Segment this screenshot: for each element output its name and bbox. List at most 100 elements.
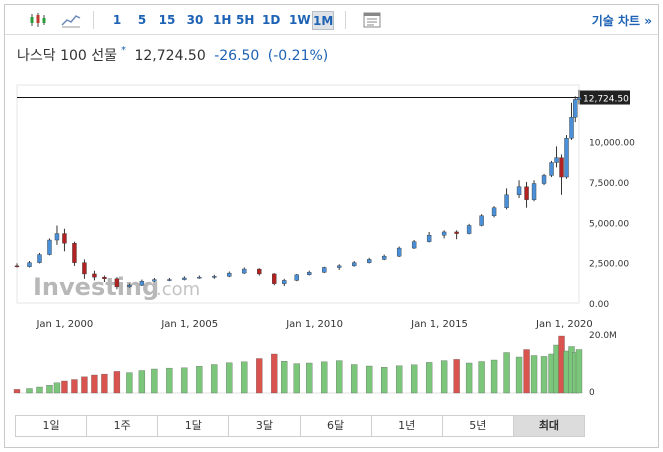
volume-bar: [478, 361, 485, 394]
period-button-5[interactable]: 1년: [371, 416, 443, 436]
candle-body: [576, 97, 582, 100]
volume-bar: [453, 359, 460, 394]
volume-bar: [91, 374, 98, 394]
chart-widget: 1 5 15 30 1H 5H 1D 1W 1M 기술 차트 » 나스닥 100 선물 * 12,…: [4, 4, 659, 448]
timeframe-1d[interactable]: 1D: [262, 13, 281, 27]
candle-body: [549, 162, 554, 176]
candle-body: [307, 272, 312, 275]
candle-body: [72, 243, 77, 263]
candle-body: [411, 241, 417, 249]
investing-watermark-suffix: .com: [156, 279, 200, 300]
candle-body: [466, 225, 472, 234]
timeframe-1[interactable]: 1: [112, 13, 122, 27]
volume-bar: [523, 349, 530, 394]
x-tick-label: Jan 1, 2000: [35, 319, 93, 330]
candlestick-icon[interactable]: [29, 12, 47, 28]
candle-body: [337, 265, 342, 268]
line-chart-icon[interactable]: [61, 12, 81, 28]
candle-body: [127, 285, 132, 288]
price-pane: [16, 84, 580, 304]
timeframe-15[interactable]: 15: [158, 13, 176, 27]
volume-bar: [166, 367, 173, 394]
x-tick-label: Jan 1, 2020: [535, 319, 593, 330]
chart-toolbar: 1 5 15 30 1H 5H 1D 1W 1M 기술 차트 »: [5, 5, 658, 35]
candle-body: [381, 255, 387, 260]
candle-body: [272, 273, 277, 284]
price-change: -26.50: [214, 48, 260, 64]
candle-body: [454, 231, 459, 234]
timeframe-1h[interactable]: 1H: [213, 13, 232, 27]
timeframe-5h[interactable]: 5H: [236, 13, 255, 27]
candle-body: [426, 234, 432, 242]
volume-bar: [211, 364, 218, 394]
volume-bar: [530, 355, 538, 394]
x-tick-label: Jan 1, 2015: [410, 319, 468, 330]
candle-body: [212, 276, 217, 278]
volume-bar: [321, 361, 328, 394]
candle-body: [227, 272, 232, 277]
candle-body: [54, 233, 60, 241]
period-button-0[interactable]: 1일: [16, 416, 88, 436]
candle-body: [14, 265, 20, 268]
volume-bar: [61, 380, 68, 394]
volume-bar: [138, 370, 146, 394]
volume-bar: [53, 382, 61, 394]
timeframe-30[interactable]: 30: [186, 13, 204, 27]
volume-bar: [425, 362, 433, 394]
candle-body: [167, 279, 172, 281]
period-button-7[interactable]: 최대: [513, 416, 584, 436]
volume-bar: [440, 360, 448, 394]
volume-bar: [256, 358, 263, 394]
period-button-3[interactable]: 3달: [229, 416, 301, 436]
volume-tick-label: 0: [589, 388, 595, 398]
volume-bar: [503, 352, 510, 394]
candle-body: [441, 231, 447, 236]
candle-body: [62, 233, 67, 244]
period-button-1[interactable]: 1주: [87, 416, 159, 436]
volume-bar: [490, 359, 498, 394]
candle-body: [396, 247, 402, 257]
chart-settings-icon[interactable]: [363, 12, 381, 28]
toolbar-separator: [345, 11, 346, 29]
instrument-name: 나스닥 100 선물: [17, 48, 118, 64]
candle-body: [491, 207, 497, 216]
timeframe-1m[interactable]: 1M: [312, 11, 334, 30]
volume-bar: [81, 376, 88, 394]
tech-chart-link[interactable]: 기술 차트 »: [591, 14, 652, 28]
candle-body: [242, 268, 247, 274]
candle-body: [282, 280, 287, 284]
period-button-6[interactable]: 5년: [442, 416, 514, 436]
period-selector: 1일 1주 1달 3달 6달 1년 5년 최대: [15, 415, 585, 437]
timeframe-1w[interactable]: 1W: [289, 13, 311, 27]
price-chart[interactable]: 12,724.50 10,000.00 7,500.00 5,000.00 2,500.…: [5, 5, 658, 410]
volume-bar: [241, 361, 248, 394]
candle-body: [554, 157, 559, 163]
volume-bar: [271, 353, 278, 394]
period-button-2[interactable]: 1달: [158, 416, 230, 436]
candle-body: [504, 194, 509, 208]
last-price: 12,724.50: [134, 48, 206, 64]
candle-body: [92, 273, 97, 278]
y-tick-label: 2,500.00: [589, 260, 629, 270]
period-button-4[interactable]: 6달: [300, 416, 372, 436]
volume-bar: [113, 371, 121, 394]
volume-bar: [181, 367, 188, 394]
candle-body: [322, 267, 327, 273]
y-tick-label: 5,000.00: [589, 219, 629, 229]
volume-bar: [575, 349, 583, 394]
timeframe-5[interactable]: 5: [137, 13, 147, 27]
volume-bar: [71, 379, 78, 394]
candle-body: [559, 157, 564, 178]
candle-body: [139, 281, 145, 286]
candle-body: [27, 262, 32, 267]
last-price-tag-label: 12,724.50: [583, 95, 629, 105]
volume-bar: [366, 365, 373, 394]
volume-bar: [465, 362, 473, 394]
candle-body: [182, 277, 187, 280]
volume-bar: [101, 373, 108, 394]
volume-bar: [351, 364, 358, 394]
volume-bar: [151, 368, 158, 394]
volume-bar: [336, 360, 343, 394]
candle-body: [294, 274, 299, 281]
volume-bar: [515, 356, 523, 394]
